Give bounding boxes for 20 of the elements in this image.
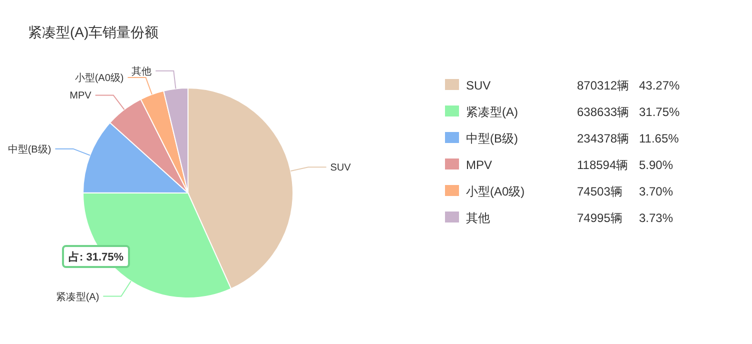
slice-label: MPV [70, 90, 92, 102]
slice-label: 紧凑型(A) [56, 290, 100, 303]
legend-label: 其他 [466, 211, 490, 225]
text: 74503辆 3.70% [577, 184, 674, 198]
legend-label: 中型(B级) [466, 132, 518, 146]
data-label: 870312辆 43.27% [577, 78, 680, 92]
text: 占: 31.75% [68, 250, 124, 264]
legend-label: 小型(A0级) [466, 184, 525, 198]
legend-label: MPV [466, 158, 492, 172]
slice-label: SUV [330, 162, 352, 174]
legend-label: SUV [466, 78, 491, 92]
data-label: 234378辆 11.65% [577, 132, 680, 146]
text: 74995辆 3.73% [577, 211, 674, 225]
category-label: 其他 [132, 66, 152, 78]
legend-label: 紧凑型(A) [466, 105, 518, 119]
chart-title: 紧凑型(A)车销量份额 [28, 24, 159, 40]
slice-label: 中型(B级) [8, 143, 52, 156]
data-label: 118594辆 5.90% [577, 158, 674, 172]
slice-label: 小型(A0级) [74, 72, 124, 84]
data-label: 638633辆 31.75% [577, 105, 680, 119]
